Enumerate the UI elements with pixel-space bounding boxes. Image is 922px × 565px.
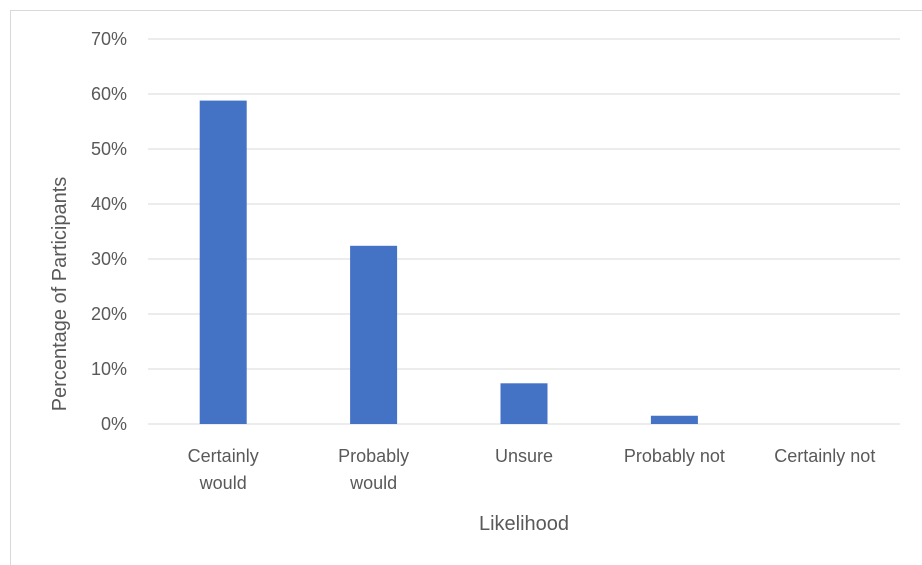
y-axis-title: Percentage of Participants bbox=[49, 177, 71, 412]
y-axis-ticks: 0% 10% 20% 30% 40% 50% 60% 70% bbox=[91, 29, 127, 434]
bar bbox=[500, 383, 548, 424]
y-tick-label: 30% bbox=[91, 249, 127, 269]
y-tick-label: 70% bbox=[91, 29, 127, 49]
x-tick-label: Probably not bbox=[624, 446, 725, 466]
x-tick-label: Unsure bbox=[495, 446, 553, 466]
chart-frame bbox=[10, 10, 922, 565]
x-tick-label: would bbox=[349, 473, 397, 493]
y-tick-label: 50% bbox=[91, 139, 127, 159]
bars bbox=[199, 100, 698, 424]
x-axis-title: Likelihood bbox=[479, 513, 569, 535]
y-tick-label: 40% bbox=[91, 194, 127, 214]
x-tick-label: Certainly not bbox=[774, 446, 875, 466]
y-tick-label: 0% bbox=[101, 414, 127, 434]
bar bbox=[350, 245, 398, 424]
x-axis-ticks: Certainly would Probably would Unsure Probabl… bbox=[188, 446, 876, 493]
x-tick-label: Probably bbox=[338, 446, 409, 466]
bar bbox=[650, 415, 698, 424]
bar bbox=[199, 100, 247, 424]
x-tick-label: would bbox=[199, 473, 247, 493]
y-tick-label: 10% bbox=[91, 359, 127, 379]
y-tick-label: 60% bbox=[91, 84, 127, 104]
y-tick-label: 20% bbox=[91, 304, 127, 324]
x-tick-label: Certainly bbox=[188, 446, 259, 466]
gridlines bbox=[148, 38, 900, 425]
